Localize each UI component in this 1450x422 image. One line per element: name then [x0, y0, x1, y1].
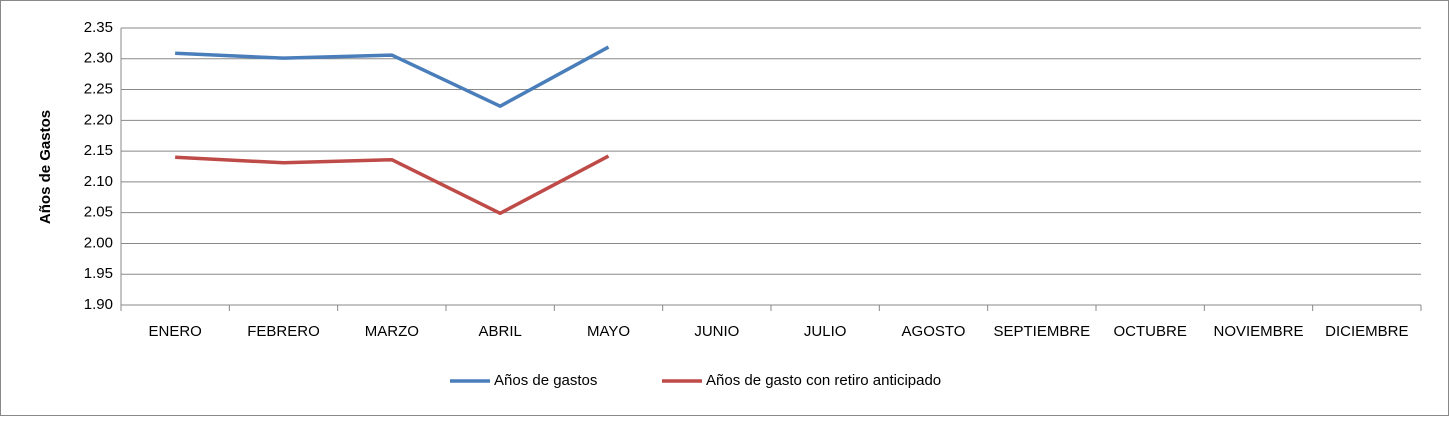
y-tick-label: 2.35 [84, 19, 113, 36]
y-tick-label: 1.95 [84, 265, 113, 282]
y-tick-label: 2.15 [84, 142, 113, 159]
y-tick-label: 1.90 [84, 296, 113, 313]
y-tick-label: 2.30 [84, 50, 113, 67]
y-tick-label: 2.20 [84, 111, 113, 128]
x-tick-label: MARZO [365, 323, 419, 340]
x-tick-label: AGOSTO [902, 323, 966, 340]
series-line [175, 45, 610, 108]
x-tick-label: FEBRERO [247, 323, 320, 340]
x-tick-label: ENERO [148, 323, 201, 340]
x-tick-label: OCTUBRE [1113, 323, 1186, 340]
x-tick-label: MAYO [587, 323, 630, 340]
legend-label: Años de gasto con retiro anticipado [706, 372, 941, 389]
x-tick-label: ABRIL [478, 323, 521, 340]
series-line [175, 154, 610, 216]
y-axis-label: Años de Gastos [37, 110, 54, 224]
legend-label: Años de gastos [494, 372, 597, 389]
y-tick-label: 2.05 [84, 204, 113, 221]
x-tick-label: JUNIO [694, 323, 739, 340]
x-tick-label: JULIO [804, 323, 847, 340]
y-tick-label: 2.25 [84, 81, 113, 98]
x-tick-label: DICIEMBRE [1325, 323, 1408, 340]
x-tick-label: NOVIEMBRE [1213, 323, 1303, 340]
y-tick-label: 2.00 [84, 234, 113, 251]
y-tick-label: 2.10 [84, 173, 113, 190]
x-tick-label: SEPTIEMBRE [993, 323, 1090, 340]
